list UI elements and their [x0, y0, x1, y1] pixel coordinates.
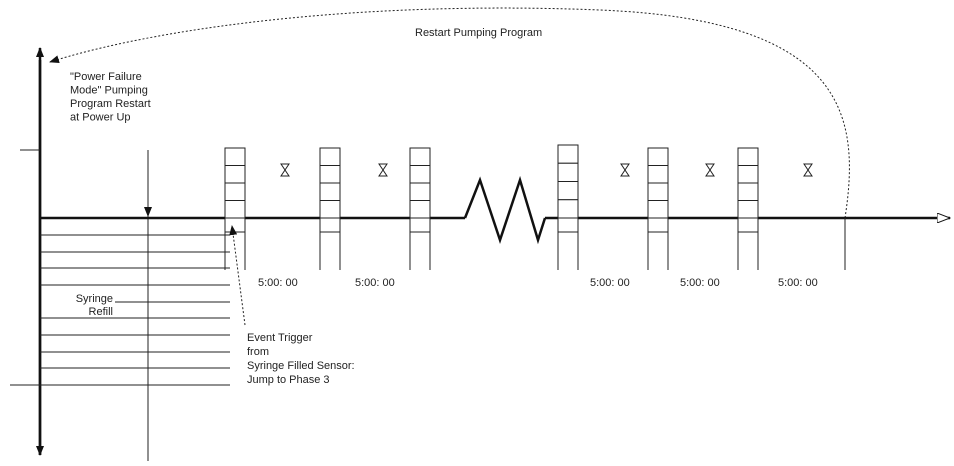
phase-box: [647, 147, 669, 166]
break-zigzag: [463, 175, 547, 245]
phase-box: [319, 165, 341, 184]
event-leader: [229, 225, 246, 326]
phase-box: [409, 217, 431, 233]
phase-box: [737, 165, 759, 184]
event-label: Syringe Filled Sensor:: [247, 360, 355, 372]
restart-label: Restart Pumping Program: [415, 27, 542, 39]
phase-box: [737, 200, 759, 219]
phase-box: [319, 182, 341, 201]
hourglass-icon: [620, 163, 630, 177]
power-failure-label: "Power Failure: [70, 71, 142, 83]
phase-box: [224, 200, 246, 219]
time-label: 5:00: 00: [778, 277, 818, 289]
phase-box: [557, 162, 579, 182]
phase-box: [647, 182, 669, 201]
phase-box: [557, 144, 579, 164]
phase-box: [409, 200, 431, 219]
phase-box: [409, 147, 431, 166]
power-failure-label: Program Restart: [70, 98, 151, 110]
hourglass-icon: [705, 163, 715, 177]
time-label: 5:00: 00: [590, 277, 630, 289]
phase-box: [224, 182, 246, 201]
hourglass-icon: [803, 163, 813, 177]
phase-box: [557, 217, 579, 233]
phase-box: [319, 200, 341, 219]
phase-box: [557, 199, 579, 219]
power-failure-label: Mode" Pumping: [70, 85, 148, 97]
phase-box: [319, 217, 341, 233]
phase-box: [737, 147, 759, 166]
time-label: 5:00: 00: [355, 277, 395, 289]
phase-box: [647, 165, 669, 184]
restart-curve: [49, 7, 850, 219]
hourglass-icon: [378, 163, 388, 177]
phase-box: [737, 182, 759, 201]
refill-label: Refill: [89, 306, 113, 318]
phase-box: [647, 217, 669, 233]
event-label: from: [247, 346, 269, 358]
phase-box: [737, 217, 759, 233]
phase-box: [409, 165, 431, 184]
refill-lines: [40, 234, 230, 386]
event-label: Jump to Phase 3: [247, 374, 330, 386]
power-failure-label: at Power Up: [70, 112, 131, 124]
phase-box: [557, 181, 579, 201]
phase-box: [224, 165, 246, 184]
hourglass-icon: [280, 163, 290, 177]
phase-box: [224, 217, 246, 233]
refill-label: Syringe: [76, 293, 113, 305]
event-label: Event Trigger: [247, 332, 313, 344]
phase-box: [319, 147, 341, 166]
phase-box: [409, 182, 431, 201]
phase-box: [647, 200, 669, 219]
time-label: 5:00: 00: [680, 277, 720, 289]
phase-box: [224, 147, 246, 166]
time-label: 5:00: 00: [258, 277, 298, 289]
